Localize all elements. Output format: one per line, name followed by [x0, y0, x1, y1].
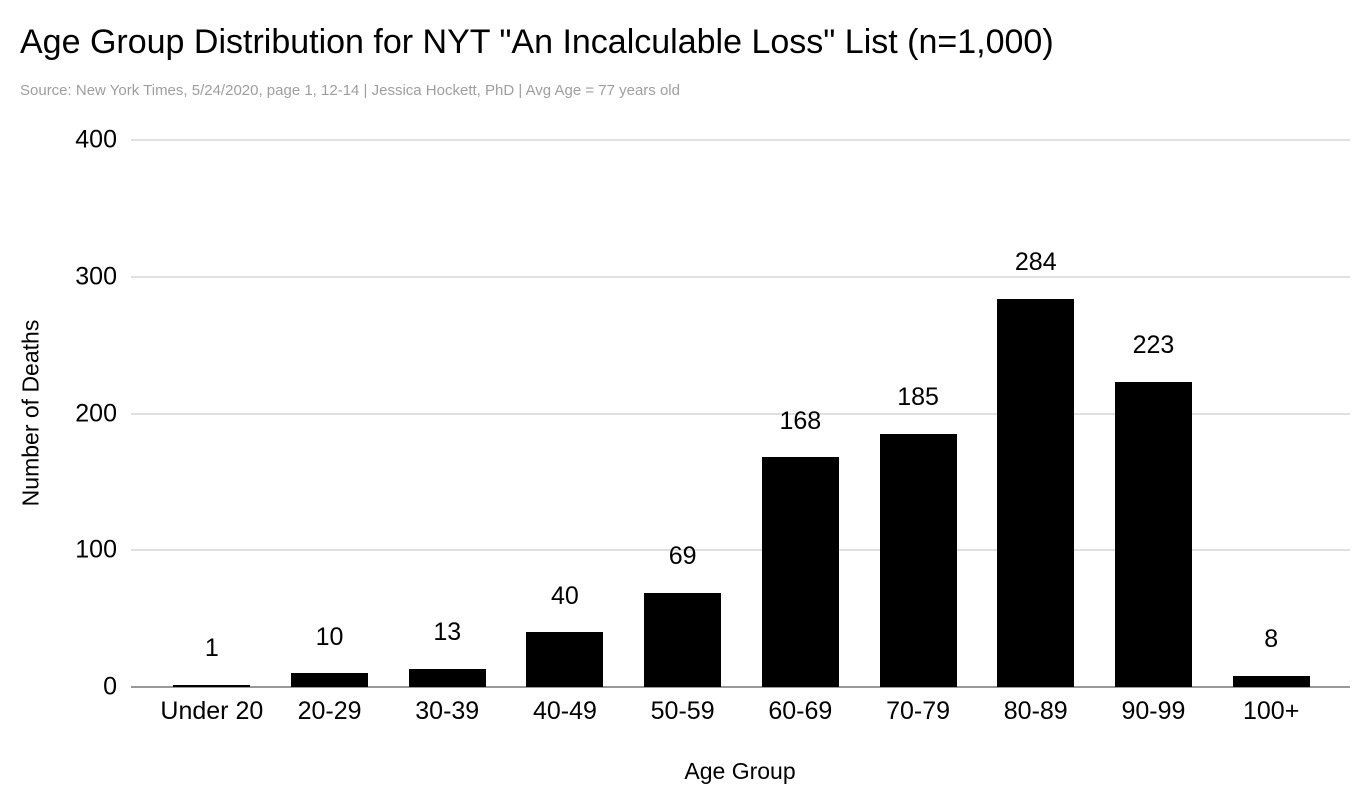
- gridline: [131, 412, 1350, 415]
- x-axis-title: Age Group: [684, 758, 796, 784]
- bar-value-label: 185: [897, 383, 939, 412]
- plot-area: 0 100 200 300 400 1 Under 20 10 20-29 13 30-39 40 40…: [75, 127, 1350, 725]
- y-tick-label: 0: [103, 672, 117, 701]
- x-tick-label: 60-69: [768, 697, 833, 725]
- bar-value-label: 284: [1014, 247, 1057, 276]
- y-tick-label: 200: [75, 399, 117, 427]
- x-tick-label: 30-39: [415, 697, 480, 725]
- y-tick-label: 400: [75, 125, 117, 154]
- x-tick-label: 90-99: [1121, 697, 1186, 725]
- y-tick-label: 300: [75, 262, 117, 291]
- bar: [291, 673, 369, 687]
- gridline: [131, 139, 1350, 141]
- gridline: [131, 275, 1350, 278]
- bar: [644, 592, 722, 687]
- bar: [879, 434, 957, 687]
- chart-subtitle: Source: New York Times, 5/24/2020, page …: [20, 82, 680, 99]
- x-tick-label: 50-59: [650, 697, 715, 725]
- x-axis-baseline: [131, 686, 1350, 688]
- bar-value-label: 168: [779, 406, 822, 435]
- bar: [408, 669, 486, 687]
- bar-value-label: 13: [433, 618, 462, 647]
- bar-value-label: 8: [1264, 625, 1279, 654]
- bar-value-label: 40: [551, 581, 579, 610]
- bar: [761, 457, 839, 687]
- x-tick-label: 20-29: [297, 697, 362, 725]
- gridline: [131, 549, 1350, 552]
- x-tick-label: Under 20: [160, 697, 264, 725]
- bar: [1232, 676, 1310, 687]
- x-tick-label: 80-89: [1003, 697, 1068, 725]
- bar: [173, 685, 251, 687]
- x-tick-label: 70-79: [886, 697, 951, 725]
- y-axis-title: Number of Deaths: [17, 319, 44, 507]
- chart-title: Age Group Distribution for NYT "An Incal…: [20, 23, 1054, 61]
- bar-value-label: 223: [1132, 331, 1175, 360]
- bar: [997, 298, 1075, 687]
- bar: [526, 632, 604, 687]
- bar-value-label: 1: [204, 634, 219, 663]
- x-tick-label: 100+: [1242, 697, 1300, 725]
- bar-value-label: 10: [315, 622, 344, 651]
- bar: [1114, 382, 1192, 687]
- bar-value-label: 69: [668, 541, 697, 570]
- x-tick-label: 40-49: [532, 697, 597, 725]
- y-tick-label: 100: [75, 535, 117, 564]
